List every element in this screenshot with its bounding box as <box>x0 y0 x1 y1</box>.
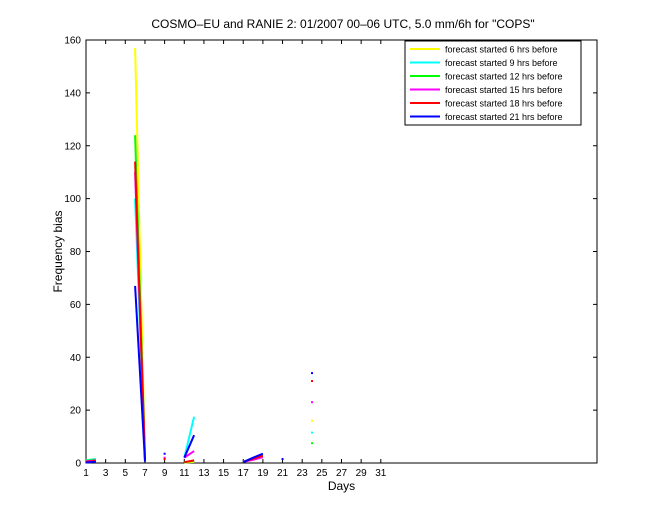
series-point <box>311 442 314 445</box>
axis-ticks: 1 3 5 7 9 11 13 15 17 19 21 23 25 27 29 310204060801001… <box>64 36 597 479</box>
series-point <box>311 419 314 422</box>
series-layer <box>85 47 314 464</box>
series-6 <box>85 285 314 464</box>
x-tick-label: 7 <box>142 468 148 479</box>
series-point <box>311 401 314 404</box>
legend-entry: forecast started 21 hrs before <box>445 112 563 122</box>
x-tick-label: 11 <box>179 468 190 479</box>
y-tick-label: 140 <box>64 88 81 99</box>
series-point <box>163 456 166 459</box>
x-tick-label: 27 <box>336 468 348 479</box>
x-tick-label: 25 <box>316 468 328 479</box>
y-tick-label: 100 <box>64 194 81 205</box>
legend-box <box>404 40 582 126</box>
y-tick-label: 160 <box>64 36 81 47</box>
series-line <box>183 416 196 458</box>
series-point <box>311 372 314 375</box>
series-line <box>85 460 96 464</box>
x-tick-label: 17 <box>238 468 250 479</box>
series-point <box>163 458 166 461</box>
series-line <box>242 452 264 464</box>
series-point <box>281 458 284 461</box>
y-tick-label: 20 <box>70 406 82 417</box>
x-tick-label: 23 <box>297 468 309 479</box>
x-tick-label: 31 <box>375 468 387 479</box>
chart-title: COSMO–EU and RANIE 2: 01/2007 00–06 UTC,… <box>151 17 534 31</box>
y-tick-label: 0 <box>75 459 81 470</box>
x-tick-label: 15 <box>218 468 230 479</box>
series-point <box>311 380 314 383</box>
legend-entry: forecast started 12 hrs before <box>445 72 563 82</box>
x-axis-label: Days <box>328 479 355 493</box>
x-tick-label: 29 <box>356 468 368 479</box>
y-axis-label: Frequency bias <box>51 210 65 292</box>
legend-entry: forecast started 6 hrs before <box>445 45 558 55</box>
y-tick-label: 40 <box>70 353 82 364</box>
x-tick-label: 21 <box>277 468 289 479</box>
series-point <box>163 452 166 455</box>
series-line <box>184 459 195 464</box>
x-tick-label: 13 <box>198 468 210 479</box>
series-line <box>134 161 146 461</box>
series-line <box>183 434 196 459</box>
x-tick-label: 3 <box>103 468 109 479</box>
x-tick-label: 1 <box>83 468 89 479</box>
legend-entry: forecast started 15 hrs before <box>445 85 563 95</box>
x-tick-label: 9 <box>162 468 168 479</box>
legend: forecast started 6 hrs before forecast st… <box>404 40 582 126</box>
legend-entry: forecast started 18 hrs before <box>445 99 563 109</box>
series-line <box>134 285 146 462</box>
y-tick-label: 120 <box>64 141 81 152</box>
x-tick-label: 5 <box>123 468 129 479</box>
series-point <box>311 431 314 434</box>
legend-entry: forecast started 9 hrs before <box>445 58 558 68</box>
series-line <box>183 450 195 459</box>
x-tick-label: 19 <box>257 468 269 479</box>
y-tick-label: 80 <box>70 247 82 258</box>
y-tick-label: 60 <box>70 300 82 311</box>
